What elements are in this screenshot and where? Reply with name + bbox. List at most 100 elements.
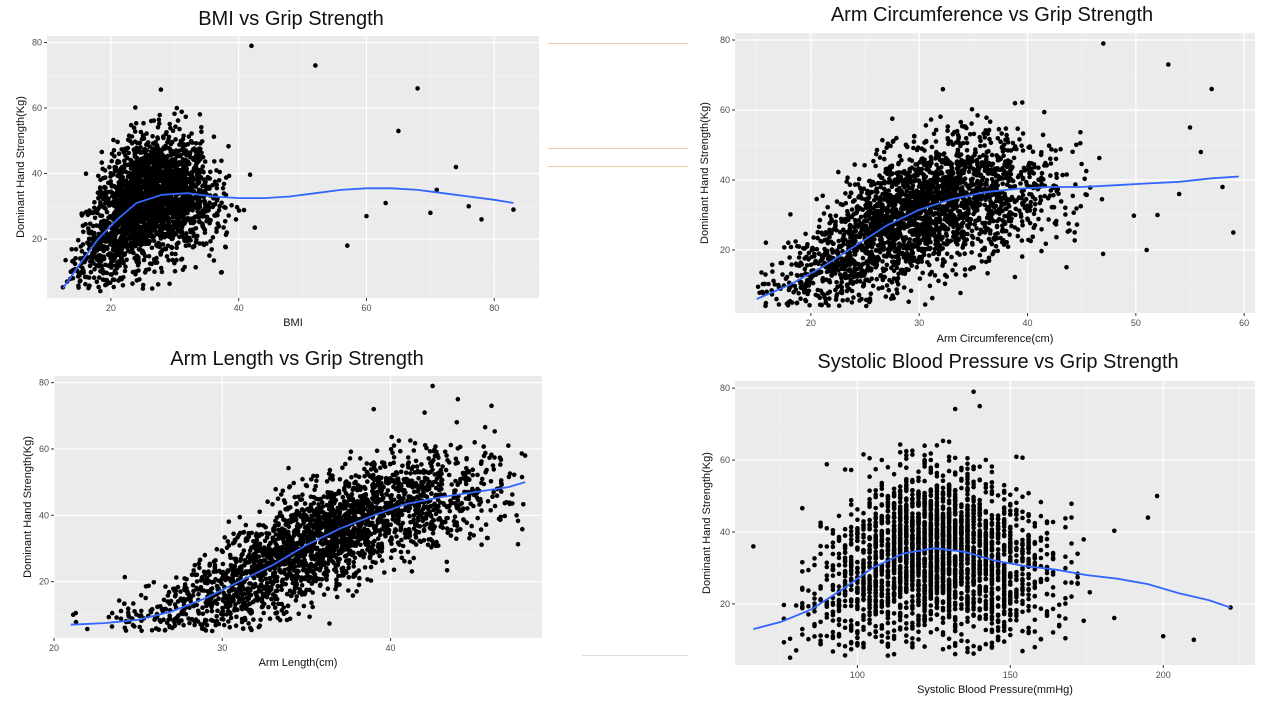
scatter-point bbox=[140, 166, 146, 172]
scatter-point bbox=[193, 226, 199, 231]
scatter-point-outlier bbox=[396, 128, 401, 134]
scatter-point bbox=[75, 237, 81, 243]
scatter-point bbox=[929, 144, 935, 150]
scatter-point-outlier bbox=[383, 200, 388, 206]
scatter-point bbox=[172, 201, 178, 207]
scatter-point-outlier bbox=[415, 86, 420, 91]
scatter-point bbox=[87, 208, 92, 213]
scatter-point bbox=[833, 297, 839, 302]
scatter-point bbox=[166, 220, 171, 226]
scatter-point bbox=[197, 218, 202, 224]
scatter-point bbox=[864, 303, 869, 309]
scatter-point bbox=[108, 260, 114, 265]
scatter-point bbox=[1020, 131, 1026, 136]
scatter-point bbox=[936, 251, 942, 257]
scatter-point bbox=[1058, 146, 1063, 152]
scatter-point bbox=[844, 288, 850, 294]
scatter-point bbox=[117, 193, 122, 199]
scatter-point bbox=[144, 162, 150, 168]
scatter-point bbox=[78, 244, 84, 249]
scatter-point bbox=[179, 256, 185, 262]
scatter-point bbox=[1082, 176, 1087, 182]
scatter-point bbox=[121, 275, 126, 280]
scatter-point bbox=[943, 231, 949, 236]
scatter-point bbox=[880, 259, 885, 264]
scatter-point bbox=[966, 211, 971, 216]
scatter-point bbox=[123, 199, 128, 204]
scatter-point bbox=[1020, 223, 1025, 228]
scatter-point bbox=[836, 238, 841, 244]
scatter-point bbox=[99, 246, 105, 251]
scatter-point bbox=[776, 302, 782, 307]
scatter-point bbox=[79, 249, 85, 254]
scatter-point bbox=[805, 242, 810, 247]
scatter-point bbox=[183, 148, 188, 153]
scatter-point bbox=[925, 185, 930, 190]
scatter-point bbox=[1100, 251, 1106, 257]
scatter-point bbox=[833, 287, 838, 293]
scatter-point bbox=[936, 177, 942, 183]
stray-line bbox=[548, 166, 688, 167]
scatter-point bbox=[148, 192, 153, 197]
scatter-point bbox=[98, 268, 103, 274]
scatter-point bbox=[949, 254, 954, 260]
scatter-point bbox=[807, 303, 812, 308]
scatter-point bbox=[1084, 168, 1089, 174]
scatter-point bbox=[91, 275, 97, 281]
scatter-point bbox=[236, 208, 242, 213]
scatter-point bbox=[847, 182, 853, 187]
scatter-point bbox=[1063, 205, 1068, 211]
scatter-point bbox=[99, 213, 105, 219]
x-tick-label: 80 bbox=[489, 303, 499, 313]
scatter-point bbox=[873, 163, 878, 169]
scatter-point bbox=[834, 199, 840, 204]
scatter-point bbox=[179, 224, 184, 229]
scatter-point bbox=[923, 139, 929, 145]
scatter-point bbox=[1032, 201, 1038, 207]
scatter-point bbox=[942, 281, 948, 287]
scatter-point bbox=[142, 270, 148, 275]
scatter-point bbox=[867, 250, 873, 255]
scatter-point bbox=[154, 151, 160, 156]
scatter-point bbox=[991, 179, 996, 185]
scatter-point bbox=[1036, 165, 1041, 170]
scatter-point bbox=[96, 284, 101, 290]
scatter-point bbox=[186, 242, 192, 248]
scatter-point bbox=[111, 137, 116, 143]
scatter-point bbox=[794, 273, 800, 278]
scatter-point bbox=[840, 236, 845, 242]
scatter-point bbox=[1048, 156, 1053, 161]
scatter-point bbox=[168, 228, 173, 234]
scatter-point bbox=[1007, 232, 1012, 237]
scatter-point bbox=[1032, 207, 1038, 212]
scatter-point bbox=[71, 258, 76, 264]
scatter-point bbox=[877, 249, 883, 255]
scatter-point bbox=[110, 238, 115, 244]
scatter-point bbox=[965, 223, 970, 228]
scatter-point bbox=[150, 166, 155, 172]
scatter-point bbox=[1038, 152, 1044, 158]
scatter-point bbox=[834, 228, 839, 233]
scatter-point bbox=[888, 246, 894, 252]
scatter-point bbox=[149, 245, 155, 251]
scatter-point bbox=[201, 177, 207, 182]
scatter-point bbox=[866, 178, 872, 184]
scatter-point bbox=[1015, 233, 1021, 239]
scatter-point bbox=[950, 267, 955, 273]
scatter-point bbox=[117, 170, 123, 176]
scatter-point bbox=[170, 188, 175, 194]
scatter-point bbox=[160, 152, 165, 157]
scatter-point bbox=[828, 213, 833, 218]
scatter-point bbox=[130, 232, 136, 238]
scatter-point bbox=[945, 169, 950, 174]
scatter-point bbox=[990, 251, 995, 257]
scatter-point bbox=[1020, 148, 1026, 153]
scatter-point bbox=[1053, 148, 1058, 153]
scatter-point bbox=[863, 241, 869, 246]
scatter-point bbox=[836, 169, 841, 175]
scatter-point bbox=[162, 159, 168, 164]
scatter-point bbox=[117, 182, 123, 187]
scatter-point bbox=[954, 166, 960, 171]
scatter-point bbox=[151, 199, 157, 204]
scatter-point bbox=[925, 260, 930, 265]
